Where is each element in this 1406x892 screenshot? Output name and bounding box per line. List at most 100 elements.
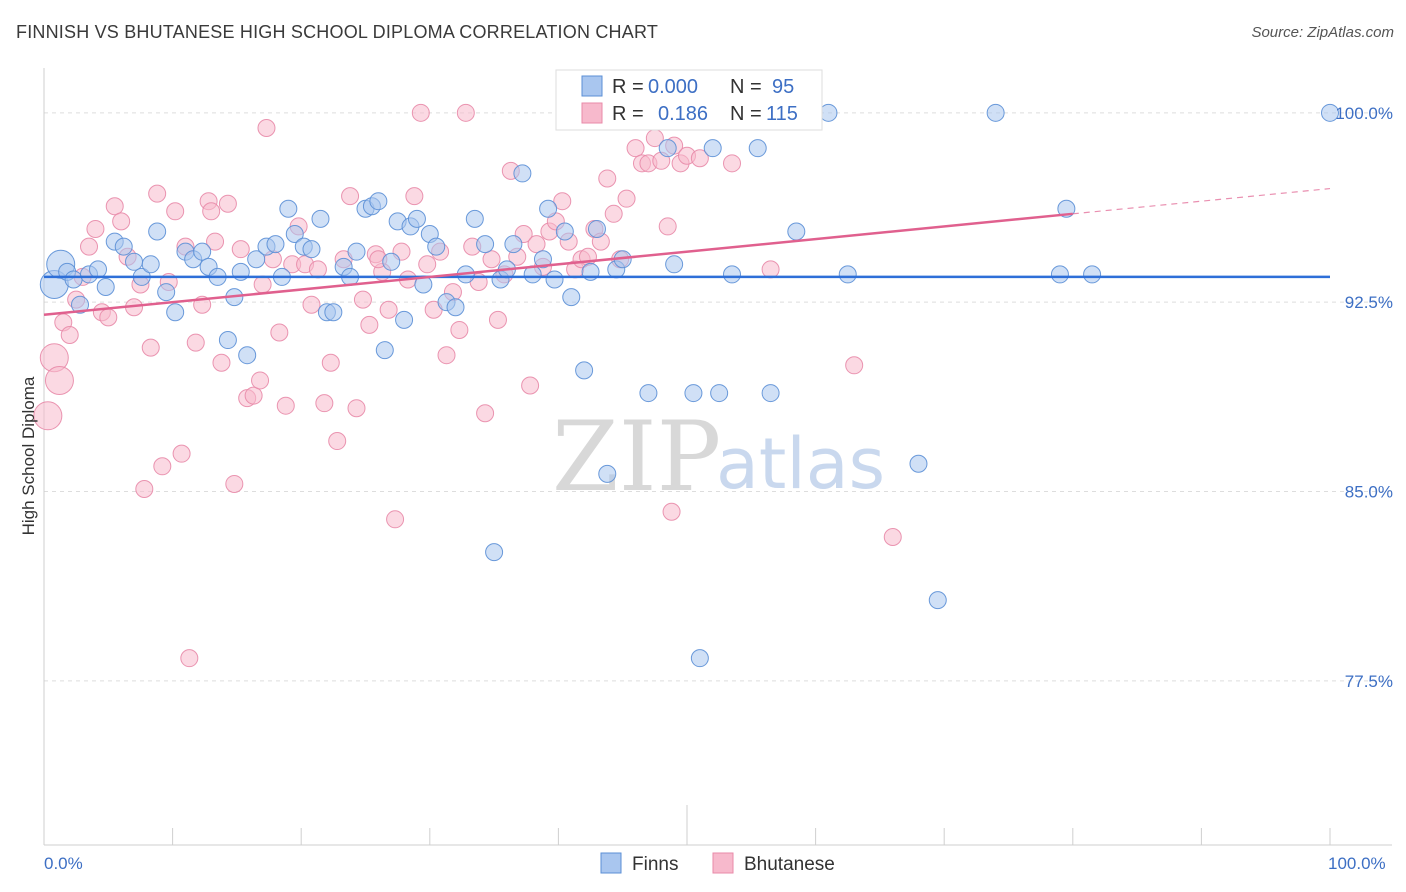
finns-point-52 (446, 298, 465, 317)
bhutanese-point-49 (341, 187, 360, 206)
finns-point-63 (539, 199, 558, 218)
finns-point-45 (395, 310, 414, 329)
bhutanese-point-24 (180, 649, 199, 668)
finns-point-43 (382, 252, 401, 271)
legend-n-value-finns: 95 (772, 76, 794, 98)
finns-point-12 (141, 255, 160, 274)
finns-point-29 (279, 199, 298, 218)
finns-point-86 (838, 265, 857, 284)
x-tick-label-min: 0.0% (44, 854, 83, 873)
finns-point-70 (598, 464, 617, 483)
finns-point-30 (285, 225, 304, 244)
finns-point-75 (665, 255, 684, 274)
chart-title: FINNISH VS BHUTANESE HIGH SCHOOL DIPLOMA… (16, 22, 659, 42)
finns-point-6 (89, 260, 108, 279)
bhutanese-point-10 (99, 308, 118, 327)
bhutanese-point-36 (257, 118, 276, 137)
bottom-legend-label-finns: Finns (632, 854, 678, 875)
bhutanese-point-72 (488, 310, 507, 329)
finns-point-24 (238, 346, 257, 365)
finns-point-79 (710, 384, 729, 403)
finns-point-32 (302, 240, 321, 259)
finns-point-59 (504, 235, 523, 254)
legend-n-value-bhutanese: 115 (766, 103, 798, 125)
bhutanese-point-38 (270, 323, 289, 342)
finns-point-84 (761, 384, 780, 403)
y-tick-label-3: 100.0% (1335, 104, 1393, 123)
bhutanese-point-21 (166, 202, 185, 221)
bhutanese-point-32 (231, 240, 250, 259)
bhutanese-point-111 (883, 527, 902, 546)
bhutanese-point-77 (521, 376, 540, 395)
bhutanese-point-47 (328, 432, 347, 451)
y-tick-label-0: 77.5% (1345, 672, 1393, 691)
bottom-legend: Finns Bhutanese (600, 852, 835, 875)
finns-point-87 (909, 454, 928, 473)
finns-point-88 (928, 591, 947, 610)
bhutanese-point-66 (450, 320, 469, 339)
bhutanese-point-51 (353, 290, 372, 309)
bhutanese-point-25 (186, 333, 205, 352)
legend-r-label-finns: R = (612, 76, 644, 98)
finns-point-90 (1050, 265, 1069, 284)
legend-n-label-finns: N = (730, 76, 762, 98)
bhutanese-point-16 (135, 480, 154, 499)
legend-n-label-bhutanese: N = (730, 103, 762, 125)
watermark: ZIP atlas (552, 401, 885, 513)
grid-lines (44, 112, 1392, 682)
bhutanese-point-55 (379, 300, 398, 319)
finns-point-83 (819, 103, 838, 122)
bhutanese-point-8 (86, 219, 105, 238)
bhutanese-point-89 (598, 169, 617, 188)
bhutanese-point-18 (148, 184, 167, 203)
bhutanese-point-45 (315, 394, 334, 413)
finns-point-21 (218, 331, 237, 350)
bhutanese-point-103 (690, 149, 709, 168)
finns-point-3 (64, 270, 83, 289)
bhutanese-point-0 (33, 401, 63, 431)
bhutanese-point-44 (308, 260, 327, 279)
finns-point-78 (703, 139, 722, 158)
finns-point-80 (723, 265, 742, 284)
bhutanese-point-90 (604, 204, 623, 223)
bhutanese-point-60 (411, 103, 430, 122)
bhutanese-point-29 (212, 353, 231, 372)
y-axis-label: High School Diploma (19, 376, 38, 535)
finns-point-66 (562, 288, 581, 307)
finns-point-64 (545, 270, 564, 289)
finns-point-77 (684, 384, 703, 403)
bhutanese-point-7 (80, 237, 99, 256)
bhutanese-point-71 (482, 250, 501, 269)
bhutanese-point-113 (253, 275, 272, 294)
bhutanese-point-28 (206, 232, 225, 251)
bhutanese-point-110 (845, 356, 864, 375)
bhutanese-point-31 (225, 474, 244, 493)
series-finns-points (39, 103, 1339, 668)
finns-point-74 (658, 139, 677, 158)
bhutanese-point-98 (658, 217, 677, 236)
bhutanese-point-52 (360, 315, 379, 334)
legend-r-value-bhutanese: 0.186 (658, 103, 708, 125)
watermark-zip: ZIP (552, 401, 721, 513)
bhutanese-point-17 (141, 338, 160, 357)
bhutanese-point-39 (276, 396, 295, 415)
finns-point-69 (587, 219, 606, 238)
finns-point-14 (157, 283, 176, 302)
finns-point-50 (427, 237, 446, 256)
legend-r-label-bhutanese: R = (612, 103, 644, 125)
finns-point-93 (1321, 103, 1339, 122)
finns-point-27 (266, 235, 285, 254)
bhutanese-point-11 (105, 197, 124, 216)
finns-point-89 (986, 103, 1005, 122)
finns-point-13 (148, 222, 167, 241)
finns-point-60 (513, 164, 532, 183)
bhutanese-point-82 (553, 192, 572, 211)
finns-point-38 (347, 242, 366, 261)
bhutanese-point-19 (153, 457, 172, 476)
finns-point-25 (247, 250, 266, 269)
chart-source: Source: ZipAtlas.com (1251, 24, 1394, 41)
y-tick-labels: 77.5% 85.0% 92.5% 100.0% (1335, 104, 1393, 691)
bhutanese-point-30 (218, 194, 237, 213)
legend-swatch-bhutanese (581, 102, 603, 124)
